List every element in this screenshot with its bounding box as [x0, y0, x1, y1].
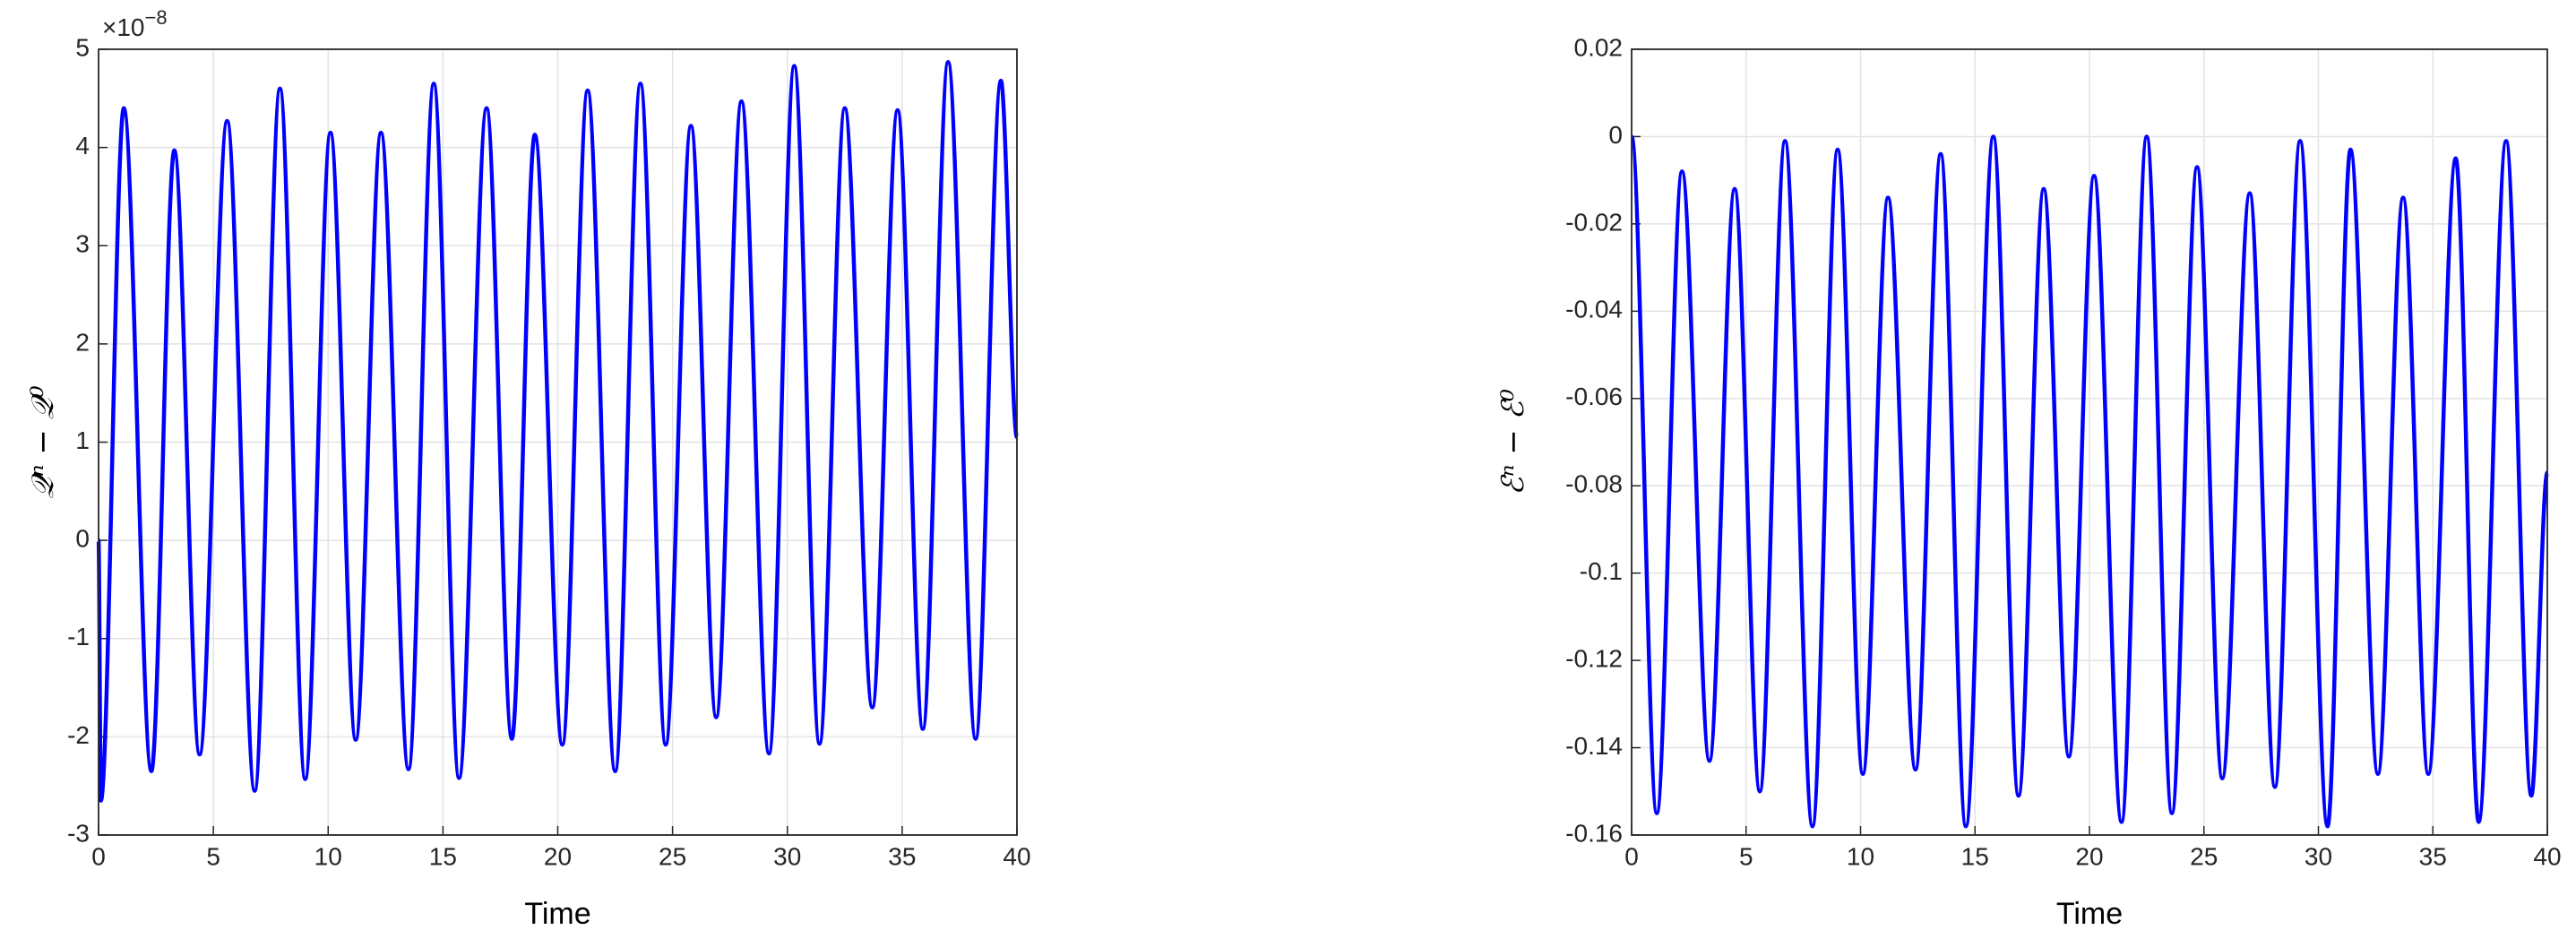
y-tick-label: -0.12 — [1565, 645, 1623, 673]
y-multiplier: ×10−8 — [102, 6, 168, 42]
x-tick-label: 0 — [1624, 842, 1639, 870]
y-tick-label: 5 — [75, 33, 90, 61]
y-tick-label: -0.1 — [1580, 557, 1623, 585]
y-tick-label: 0 — [75, 525, 90, 553]
y-tick-label: -2 — [67, 721, 90, 749]
x-tick-label: 15 — [1961, 842, 1989, 870]
x-tick-label: 5 — [206, 842, 220, 870]
y-tick-label: 3 — [75, 230, 90, 258]
y-tick-label: 1 — [75, 426, 90, 454]
data-line — [96, 60, 1020, 803]
y-tick-label: 0 — [1608, 121, 1623, 149]
y-tick-label: -0.16 — [1565, 819, 1623, 847]
y-axis-label: ℰⁿ − ℰ⁰ — [1495, 389, 1531, 495]
x-tick-label: 20 — [544, 842, 572, 870]
x-tick-label: 40 — [1003, 842, 1030, 870]
y-tick-label: -0.14 — [1565, 732, 1623, 760]
x-tick-label: 25 — [2190, 842, 2218, 870]
x-tick-label: 30 — [773, 842, 801, 870]
multiplier-exponent: −8 — [145, 6, 168, 29]
x-tick-label: 15 — [429, 842, 457, 870]
x-tick-label: 10 — [1847, 842, 1874, 870]
axes-box — [1631, 48, 2548, 836]
x-tick-label: 35 — [888, 842, 916, 870]
y-tick-label: -1 — [67, 623, 90, 650]
x-tick-label: 35 — [2419, 842, 2447, 870]
y-tick-label: 2 — [75, 328, 90, 356]
multiplier-base: ×10 — [102, 13, 145, 41]
axes-box — [98, 48, 1018, 836]
y-tick-label: -0.06 — [1565, 383, 1623, 410]
y-tick-label: -0.08 — [1565, 470, 1623, 498]
x-tick-label: 20 — [2075, 842, 2103, 870]
x-tick-label: 10 — [314, 842, 342, 870]
x-axis-label: Time — [524, 897, 590, 931]
x-tick-label: 40 — [2533, 842, 2561, 870]
data-line — [1629, 134, 2550, 829]
y-tick-label: -0.04 — [1565, 296, 1623, 323]
y-tick-label: -0.02 — [1565, 208, 1623, 236]
x-tick-label: 30 — [2305, 842, 2332, 870]
x-tick-label: 25 — [659, 842, 686, 870]
x-axis-label: Time — [2056, 897, 2123, 931]
y-tick-label: -3 — [67, 819, 90, 847]
y-tick-label: 4 — [75, 132, 90, 159]
y-tick-label: 0.02 — [1574, 33, 1624, 61]
x-tick-label: 5 — [1739, 842, 1753, 870]
y-axis-label: 𝒬ⁿ − 𝒬⁰ — [25, 385, 61, 499]
x-tick-label: 0 — [91, 842, 106, 870]
